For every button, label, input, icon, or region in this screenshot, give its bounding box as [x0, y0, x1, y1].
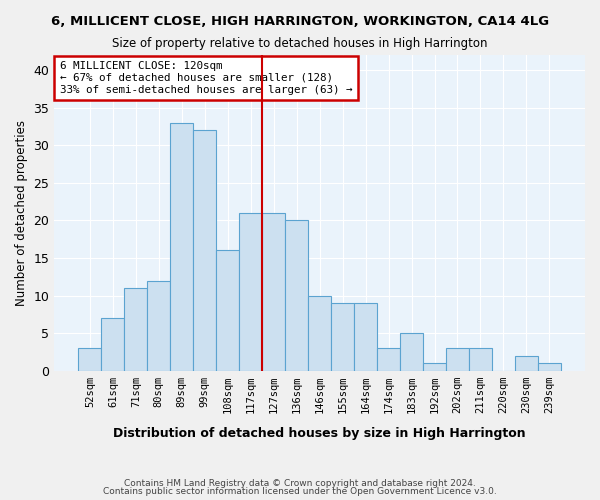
Bar — [331, 303, 354, 370]
Bar — [79, 348, 101, 370]
X-axis label: Distribution of detached houses by size in High Harrington: Distribution of detached houses by size … — [113, 427, 526, 440]
Text: 6 MILLICENT CLOSE: 120sqm
← 67% of detached houses are smaller (128)
33% of semi: 6 MILLICENT CLOSE: 120sqm ← 67% of detac… — [59, 62, 352, 94]
Bar — [285, 220, 308, 370]
Bar — [377, 348, 400, 370]
Bar — [148, 280, 170, 370]
Bar — [193, 130, 216, 370]
Bar — [239, 213, 262, 370]
Text: 6, MILLICENT CLOSE, HIGH HARRINGTON, WORKINGTON, CA14 4LG: 6, MILLICENT CLOSE, HIGH HARRINGTON, WOR… — [51, 15, 549, 28]
Bar — [400, 333, 423, 370]
Bar — [446, 348, 469, 370]
Bar — [170, 122, 193, 370]
Bar — [308, 296, 331, 370]
Bar — [423, 363, 446, 370]
Bar — [515, 356, 538, 370]
Bar — [216, 250, 239, 370]
Y-axis label: Number of detached properties: Number of detached properties — [15, 120, 28, 306]
Bar — [101, 318, 124, 370]
Bar — [262, 213, 285, 370]
Text: Size of property relative to detached houses in High Harrington: Size of property relative to detached ho… — [112, 38, 488, 51]
Bar — [538, 363, 561, 370]
Text: Contains public sector information licensed under the Open Government Licence v3: Contains public sector information licen… — [103, 487, 497, 496]
Bar — [124, 288, 148, 370]
Bar — [354, 303, 377, 370]
Text: Contains HM Land Registry data © Crown copyright and database right 2024.: Contains HM Land Registry data © Crown c… — [124, 478, 476, 488]
Bar — [469, 348, 492, 370]
